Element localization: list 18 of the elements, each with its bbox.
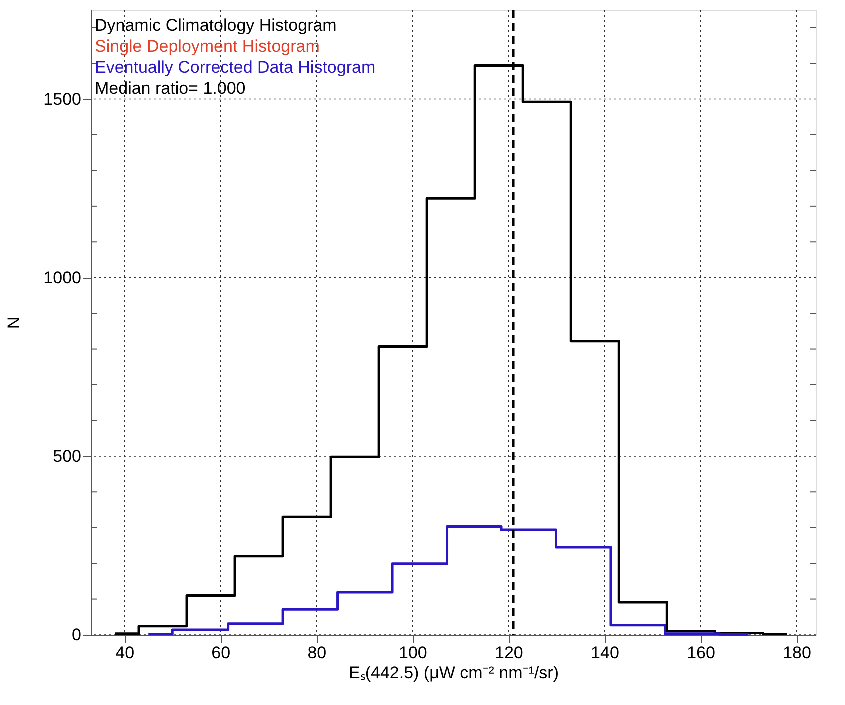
y-tick-label: 0 — [72, 626, 82, 644]
x-axis-title: Eₛ(442.5) (μW cm⁻² nm⁻¹/sr) — [348, 664, 560, 682]
y-tick-label: 500 — [53, 446, 82, 466]
text: Dynamic Climatology Histogram — [95, 16, 337, 35]
x-tick-label: 60 — [212, 644, 231, 662]
x-tick-label: 100 — [399, 644, 428, 662]
y-axis-title: N — [4, 316, 24, 330]
y-tick-label: 1000 — [44, 268, 82, 288]
x-tick-label: 40 — [116, 644, 135, 662]
text: Eventually Corrected Data Histogram — [95, 58, 376, 77]
legend-label: Single Deployment Histogram — [95, 37, 320, 56]
annotation: Median ratio= 1.000 — [95, 79, 246, 98]
x-tick-label: 120 — [495, 644, 524, 662]
x-tick-label: 160 — [687, 644, 716, 662]
x-tick-label: 180 — [783, 644, 812, 662]
y-tick-label: 1500 — [44, 90, 82, 109]
x-tick-label: 80 — [308, 644, 327, 662]
x-tick-label: 140 — [591, 644, 620, 662]
